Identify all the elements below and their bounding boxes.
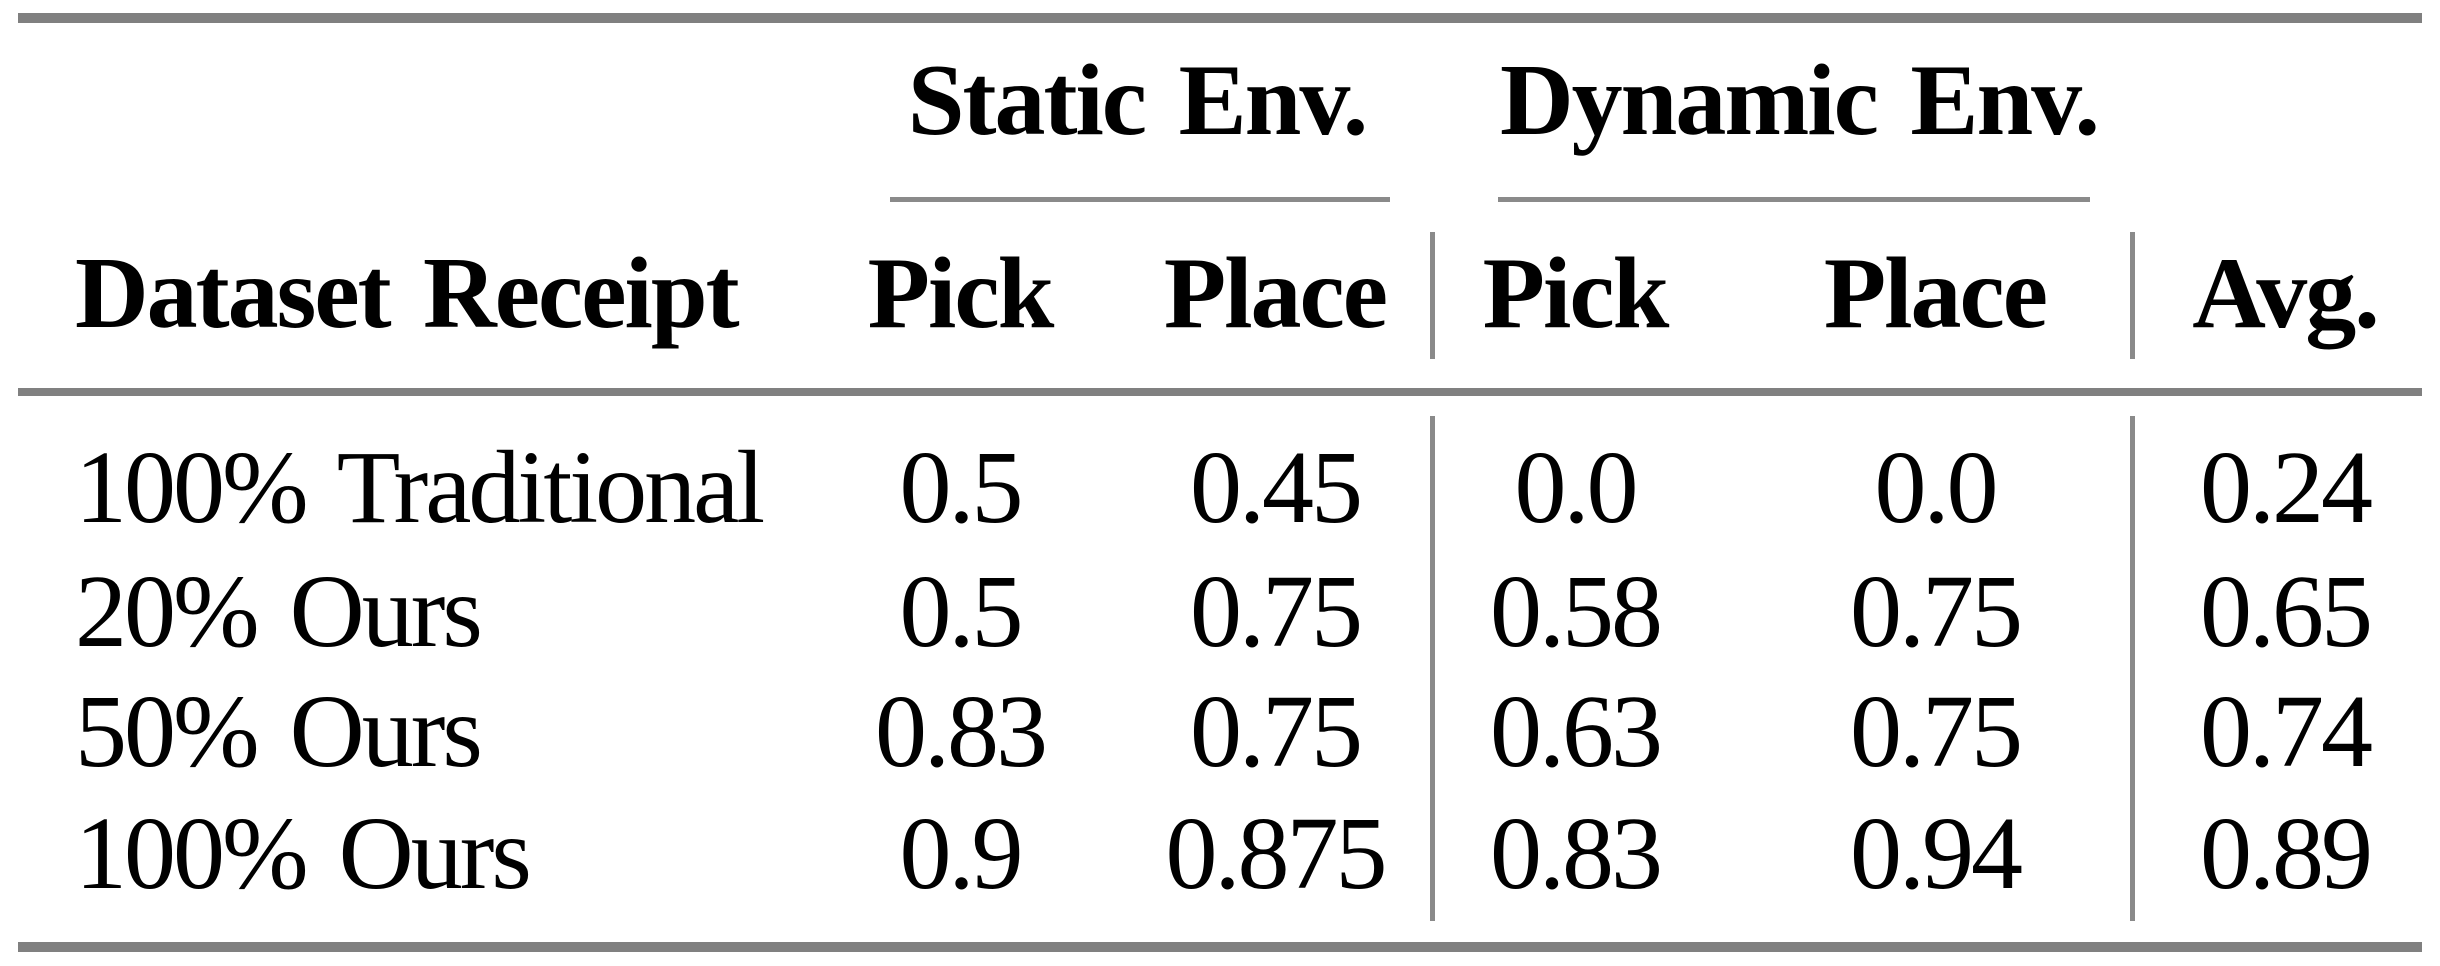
cmidrule-static-env xyxy=(890,197,1390,202)
cell-value: 0.24 xyxy=(2200,429,2373,545)
row-label: 100% Ours xyxy=(75,795,532,911)
cell-value: 0.75 xyxy=(1190,673,1363,789)
cell-value: 0.5 xyxy=(899,553,1024,669)
group-header-row: Static Env. Dynamic Env. xyxy=(0,35,2440,165)
vertical-rule-1-body xyxy=(1430,416,1435,921)
cell-value: 0.45 xyxy=(1190,429,1363,545)
table-header-separator-rule xyxy=(18,388,2422,396)
column-header-static-pick: Pick xyxy=(867,236,1055,350)
cell-value: 0.9 xyxy=(899,795,1024,911)
cell-value: 0.5 xyxy=(899,429,1024,545)
column-header-static-place: Place xyxy=(1163,236,1388,350)
vertical-rule-2-header xyxy=(2130,232,2135,359)
column-header-dynamic-pick: Pick xyxy=(1482,236,1670,350)
row-label: 50% Ours xyxy=(75,673,483,789)
column-header-row: Dataset Receipt Pick Place Pick Place Av… xyxy=(0,228,2440,358)
row-label: 100% Traditional xyxy=(75,429,765,545)
column-header-dataset-receipt: Dataset Receipt xyxy=(75,236,740,350)
table-row: 50% Ours 0.83 0.75 0.63 0.75 0.74 xyxy=(0,666,2440,796)
vertical-rule-2-body xyxy=(2130,416,2135,921)
cell-value: 0.0 xyxy=(1514,429,1639,545)
cell-value: 0.75 xyxy=(1850,673,2023,789)
column-header-dynamic-place: Place xyxy=(1823,236,2048,350)
table-top-rule xyxy=(18,13,2422,23)
group-header-dynamic-env: Dynamic Env. xyxy=(1499,43,2100,157)
group-header-static-env: Static Env. xyxy=(907,43,1368,157)
cell-value: 0.89 xyxy=(2200,795,2373,911)
row-label: 20% Ours xyxy=(75,553,483,669)
cell-value: 0.83 xyxy=(1490,795,1663,911)
cmidrule-dynamic-env xyxy=(1498,197,2090,202)
column-header-avg: Avg. xyxy=(2192,236,2380,350)
cell-value: 0.0 xyxy=(1874,429,1999,545)
table-row: 100% Ours 0.9 0.875 0.83 0.94 0.89 xyxy=(0,788,2440,918)
table-bottom-rule xyxy=(18,942,2422,952)
cell-value: 0.63 xyxy=(1490,673,1663,789)
cell-value: 0.75 xyxy=(1190,553,1363,669)
cell-value: 0.75 xyxy=(1850,553,2023,669)
cell-value: 0.94 xyxy=(1850,795,2023,911)
table-row: 20% Ours 0.5 0.75 0.58 0.75 0.65 xyxy=(0,546,2440,676)
cell-value: 0.58 xyxy=(1490,553,1663,669)
table-row: 100% Traditional 0.5 0.45 0.0 0.0 0.24 xyxy=(0,422,2440,552)
cell-value: 0.74 xyxy=(2200,673,2373,789)
cell-value: 0.83 xyxy=(875,673,1048,789)
cell-value: 0.65 xyxy=(2200,553,2373,669)
vertical-rule-1-header xyxy=(1430,232,1435,359)
cell-value: 0.875 xyxy=(1165,795,1388,911)
